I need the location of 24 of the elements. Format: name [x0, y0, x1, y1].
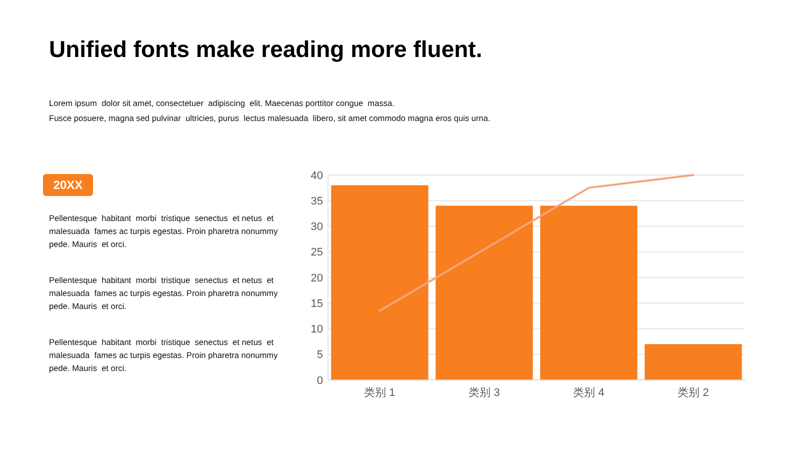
x-tick-label: 类别 4: [573, 386, 604, 399]
text: Pellentesque habitant morbi tristique senectus et netus et malesuada fames ac turpis egestas. Proin pharetra nonummy pede. Mauris et orci.: [49, 274, 279, 313]
bar: [540, 206, 638, 380]
y-tick-label: 25: [310, 246, 323, 259]
y-tick-label: 40: [310, 170, 323, 182]
x-tick-label: 类别 3: [468, 386, 500, 399]
bar: [436, 206, 533, 380]
y-tick-label: 0: [316, 374, 323, 387]
chart-title: Unified fonts make reading more fluent.: [49, 36, 482, 63]
text: 20XX: [43, 174, 93, 196]
y-tick-label: 30: [310, 221, 323, 234]
bar: [644, 344, 742, 380]
chart-subtitle: Lorem ipsum dolor sit amet, consectetuer adipiscing elit. Maecenas porttitor congue massa. Fusce posuere, magna sed pulvinar ultricies, purus lectus malesuada libero, sit amet commodo magna eros quis urna.: [49, 97, 490, 125]
text: Pellentesque habitant morbi tristique senectus et netus et malesuada fames ac turpis egestas. Proin pharetra nonummy pede. Mauris et orci.: [49, 212, 279, 251]
text: Pellentesque habitant morbi tristique senectus et netus et malesuada fames ac turpis egestas. Proin pharetra nonummy pede. Mauris et orci.: [49, 336, 279, 375]
y-tick-label: 35: [310, 195, 323, 208]
bar: [331, 185, 428, 380]
line-series: [378, 174, 694, 312]
y-tick-label: 5: [316, 349, 323, 362]
x-tick-label: 类别 2: [678, 386, 709, 399]
x-tick-label: 类别 1: [364, 386, 396, 399]
y-tick-label: 20: [310, 272, 323, 284]
y-tick-label: 15: [310, 298, 323, 310]
y-tick-label: 10: [310, 324, 323, 336]
